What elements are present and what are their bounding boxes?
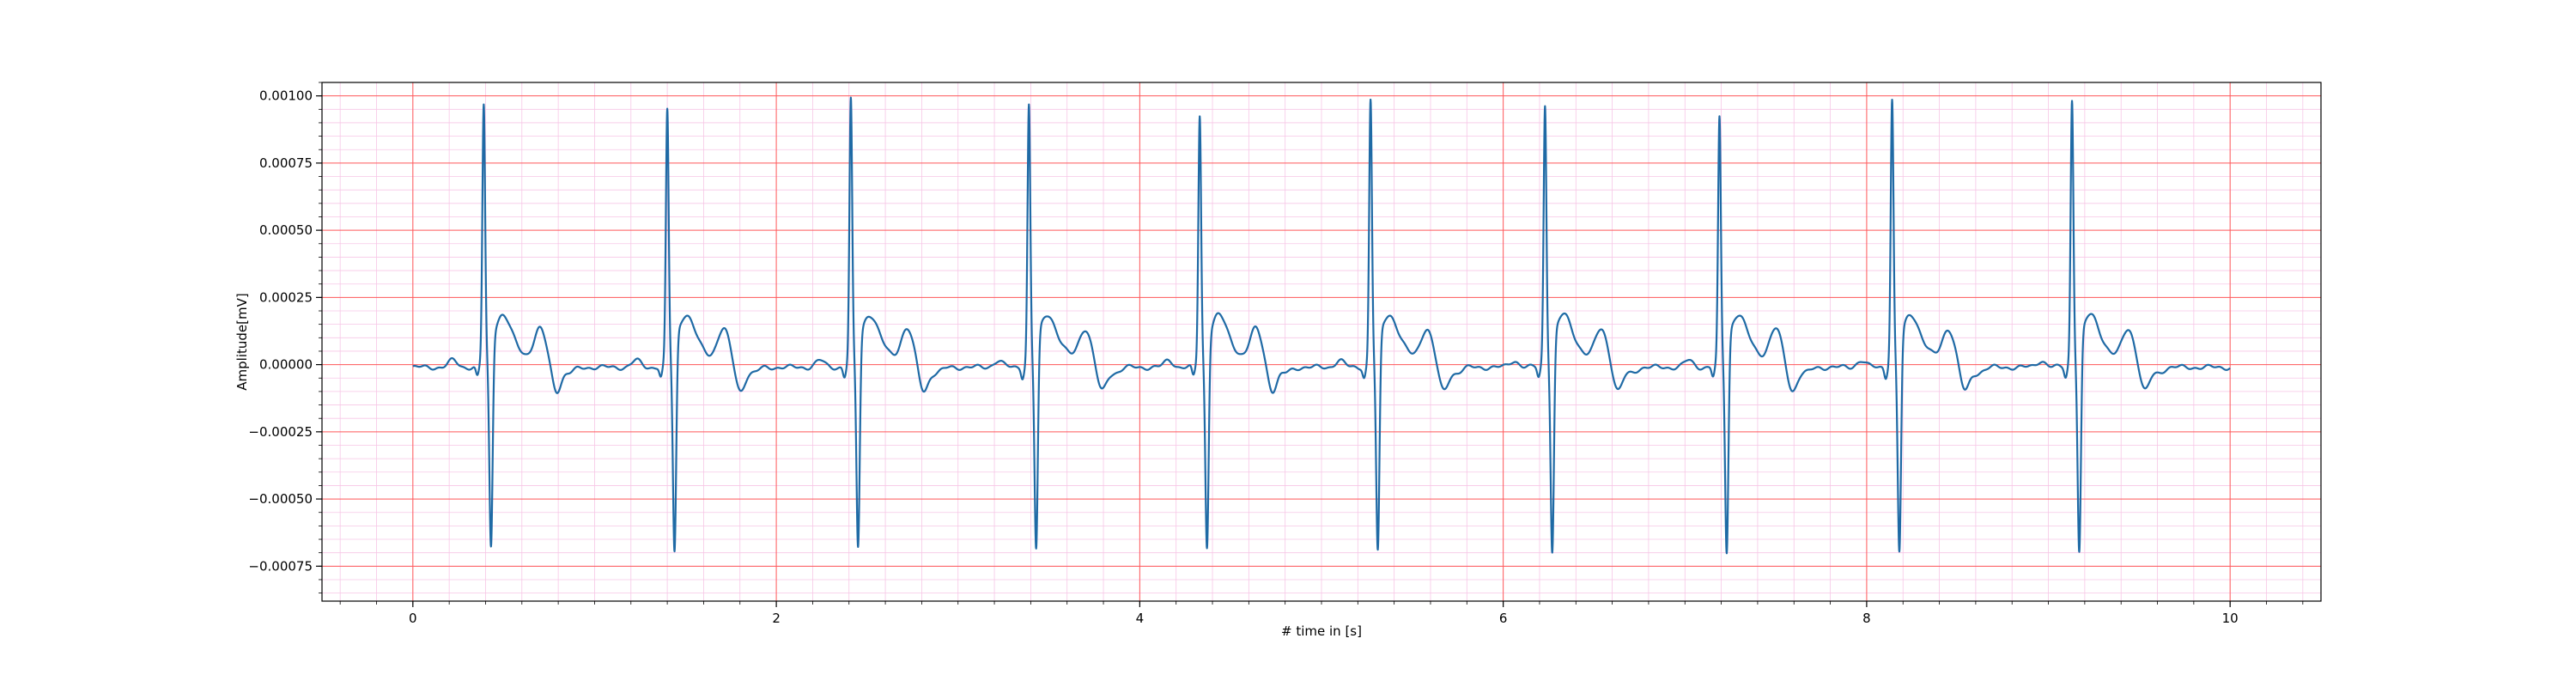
y-axis-label: Amplitude[mV] — [234, 293, 250, 390]
major-grid — [322, 82, 2321, 601]
plot-area — [321, 82, 2322, 602]
x-tick-label: 2 — [772, 611, 781, 626]
y-tick-label: 0.00000 — [259, 357, 313, 373]
x-tick-label: 10 — [2222, 611, 2239, 626]
y-tick-label: −0.00025 — [248, 424, 313, 440]
y-axis: −0.00075 −0.00050 −0.00025 0.00000 0.00025 0.… — [248, 82, 322, 594]
ecg-series-line — [411, 96, 2232, 555]
x-tick-label: 6 — [1499, 611, 1508, 626]
y-tick-label: −0.00075 — [248, 558, 313, 574]
x-tick-label: 4 — [1136, 611, 1145, 626]
y-tick-label: 0.00075 — [259, 155, 313, 171]
x-axis-label: # time in [s] — [1281, 623, 1362, 639]
x-tick-label: 8 — [1862, 611, 1871, 626]
series-layer — [411, 96, 2232, 555]
x-tick-label: 0 — [409, 611, 417, 626]
y-tick-label: 0.00100 — [259, 88, 313, 104]
x-axis: 0 2 4 6 8 10 — [339, 601, 2304, 626]
y-tick-label: 0.00025 — [259, 289, 313, 305]
y-tick-label: −0.00050 — [248, 491, 313, 507]
y-tick-label: 0.00050 — [259, 222, 313, 238]
